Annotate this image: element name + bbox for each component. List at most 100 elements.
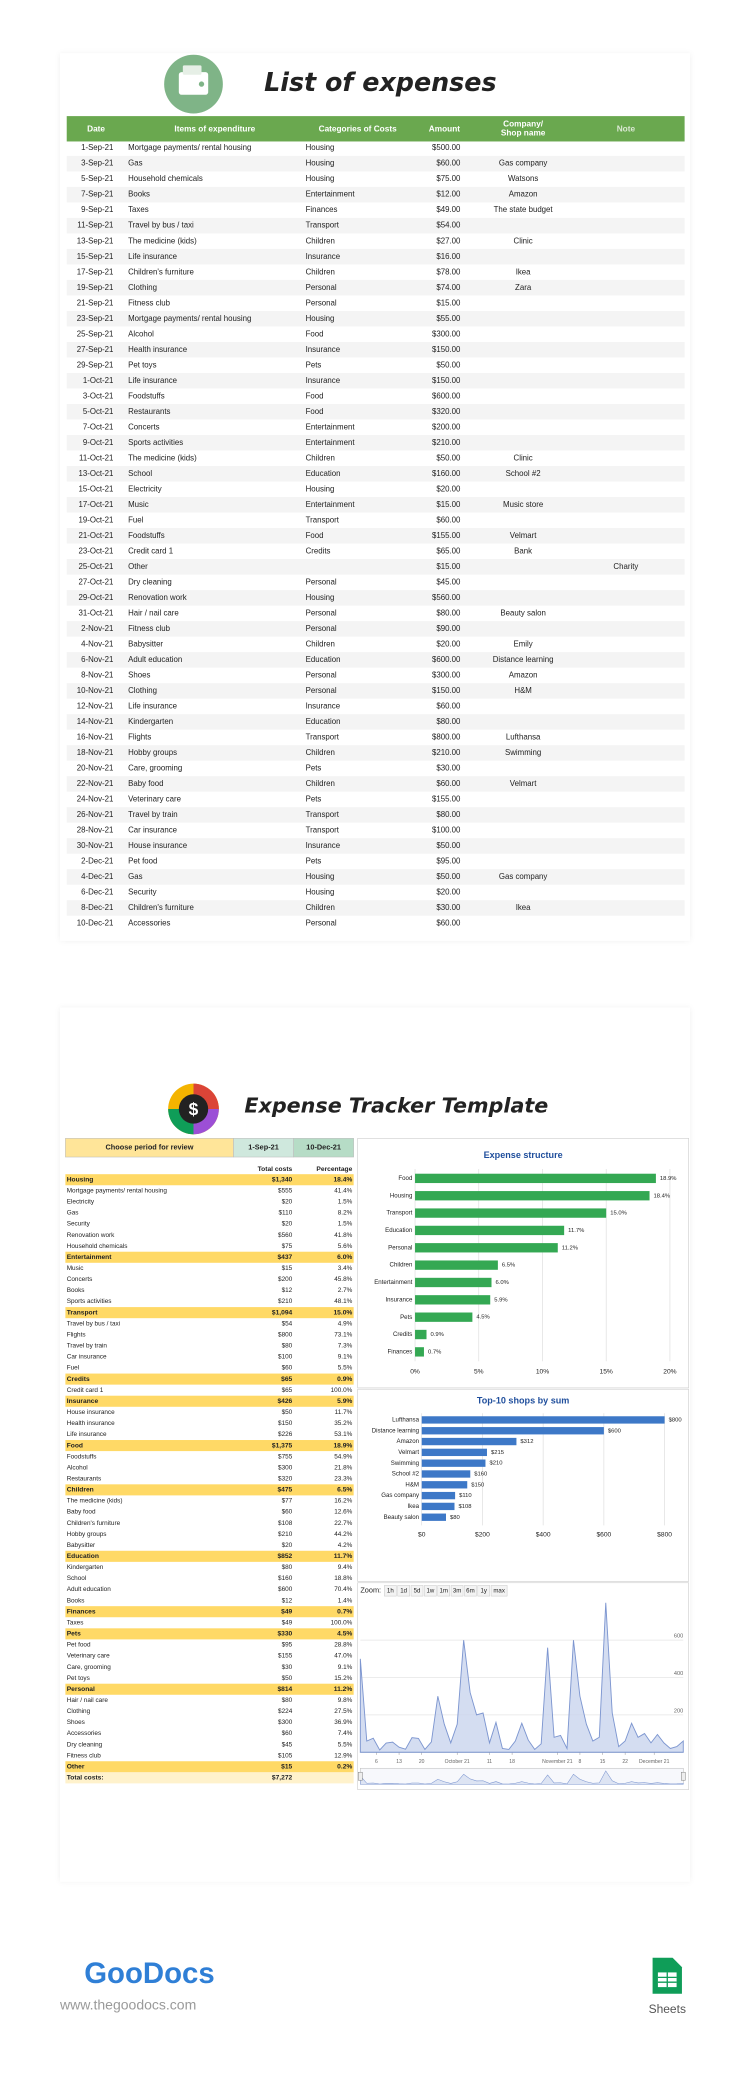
- cell: 11-Sep-21: [77, 221, 113, 230]
- item-name: Dry cleaning: [67, 1741, 103, 1748]
- group-row: [65, 1606, 354, 1618]
- item-name: Clothing: [67, 1708, 91, 1715]
- x-tick-label: 5%: [474, 1369, 484, 1376]
- item-total: $50: [282, 1409, 293, 1416]
- wallet-icon: [164, 54, 223, 114]
- row-stripe: [66, 528, 685, 544]
- group-pct: 5.9%: [337, 1398, 352, 1405]
- item-total: $108: [278, 1520, 293, 1527]
- cell: Distance learning: [493, 655, 554, 664]
- cell: Personal: [306, 577, 337, 586]
- cell: 21-Oct-21: [78, 531, 113, 540]
- area: [359, 1602, 684, 1753]
- group-total: $426: [277, 1398, 292, 1405]
- group-row: [65, 1683, 354, 1695]
- column-header: Items of expenditure: [174, 125, 255, 134]
- x-tick-label: 18: [509, 1759, 515, 1765]
- cell: 1-Sep-21: [81, 143, 113, 152]
- cell: Personal: [306, 919, 337, 928]
- cell: Books: [128, 190, 150, 199]
- item-name: Children's furniture: [67, 1520, 121, 1527]
- item-pct: 5.6%: [338, 1243, 353, 1250]
- item-total: $80: [282, 1697, 293, 1704]
- zoom-button[interactable]: [477, 1585, 491, 1597]
- category-label: Beauty salon: [384, 1514, 420, 1521]
- category-label: H&M: [405, 1481, 419, 1488]
- zoom-label: Zoom:: [360, 1586, 381, 1595]
- cell: Mortgage payments/ rental housing: [128, 314, 251, 323]
- zoom-button[interactable]: [464, 1585, 477, 1597]
- cell: $320.00: [432, 407, 461, 416]
- cell: $210.00: [432, 748, 461, 757]
- cell: Food: [306, 531, 324, 540]
- period-cell: [293, 1138, 354, 1158]
- zoom-button[interactable]: [490, 1585, 508, 1597]
- cell: $160.00: [432, 469, 461, 478]
- cell: $50.00: [436, 841, 461, 850]
- group-row: [65, 1550, 354, 1562]
- value-label: 4.5%: [476, 1315, 489, 1321]
- cell: Food: [306, 329, 324, 338]
- cell: 19-Oct-21: [78, 515, 113, 524]
- cell: Charity: [613, 562, 638, 571]
- group-total: $1,094: [272, 1309, 293, 1316]
- navigator-handle[interactable]: [681, 1771, 686, 1781]
- cell: Velmart: [510, 531, 537, 540]
- bar: [421, 1513, 446, 1521]
- navigator-handle[interactable]: [358, 1771, 363, 1781]
- zoom-button[interactable]: [450, 1585, 464, 1597]
- zoom-button[interactable]: [410, 1585, 424, 1597]
- cell: Ikea: [516, 903, 531, 912]
- zoom-button[interactable]: [384, 1585, 397, 1597]
- cell: Clinic: [514, 453, 533, 462]
- group-total: $49: [281, 1608, 292, 1615]
- x-tick-label: 22: [622, 1759, 628, 1765]
- item-total: $560: [278, 1232, 293, 1239]
- group-pct: 15.0%: [333, 1309, 352, 1316]
- cell: Alcohol: [128, 329, 154, 338]
- zoom-button[interactable]: [437, 1585, 451, 1597]
- item-pct: 100.0%: [331, 1619, 353, 1626]
- cell: 30-Nov-21: [77, 841, 114, 850]
- item-pct: 1.4%: [338, 1597, 353, 1604]
- cell: Accessories: [128, 919, 170, 928]
- cell: Clinic: [514, 236, 533, 245]
- value-label: 5.9%: [494, 1297, 507, 1303]
- item-name: Care, grooming: [67, 1664, 111, 1671]
- zoom-button[interactable]: [424, 1585, 437, 1597]
- bar: [415, 1277, 492, 1288]
- value-label: $600: [608, 1428, 622, 1434]
- row-stripe: [66, 404, 685, 420]
- item-pct: 48.1%: [334, 1298, 352, 1305]
- item-name: Kindergarten: [67, 1564, 104, 1571]
- cell: $150.00: [432, 686, 461, 695]
- item-total: $200: [278, 1276, 293, 1283]
- x-tick-label: 6: [375, 1759, 378, 1765]
- zoom-button[interactable]: [397, 1585, 410, 1597]
- item-name: Gas: [67, 1210, 79, 1217]
- group-name: Children: [67, 1487, 94, 1494]
- cell: $800.00: [432, 732, 461, 741]
- cell: Beauty salon: [500, 608, 545, 617]
- cell: $20.00: [436, 639, 461, 648]
- bar: [415, 1312, 473, 1322]
- total-label: Total costs:: [67, 1775, 104, 1782]
- sheets-icon: [652, 1957, 682, 1994]
- item-pct: 23.3%: [334, 1475, 352, 1482]
- cell: Renovation work: [128, 593, 187, 602]
- item-pct: 9.4%: [338, 1564, 353, 1571]
- group-name: Personal: [67, 1686, 95, 1693]
- group-name: Other: [67, 1764, 85, 1771]
- item-name: Travel by train: [67, 1343, 108, 1350]
- cell: Transport: [306, 515, 340, 524]
- cell: $60.00: [436, 701, 461, 710]
- item-total: $54: [282, 1320, 293, 1327]
- cell: 31-Oct-21: [78, 608, 113, 617]
- item-name: Baby food: [67, 1509, 96, 1516]
- category-label: Children: [390, 1262, 413, 1269]
- item-total: $320: [278, 1475, 293, 1482]
- item-name: Household chemicals: [67, 1243, 128, 1250]
- cell: 14-Nov-21: [77, 717, 114, 726]
- item-pct: 7.4%: [338, 1730, 353, 1737]
- item-name: Accessories: [67, 1730, 101, 1737]
